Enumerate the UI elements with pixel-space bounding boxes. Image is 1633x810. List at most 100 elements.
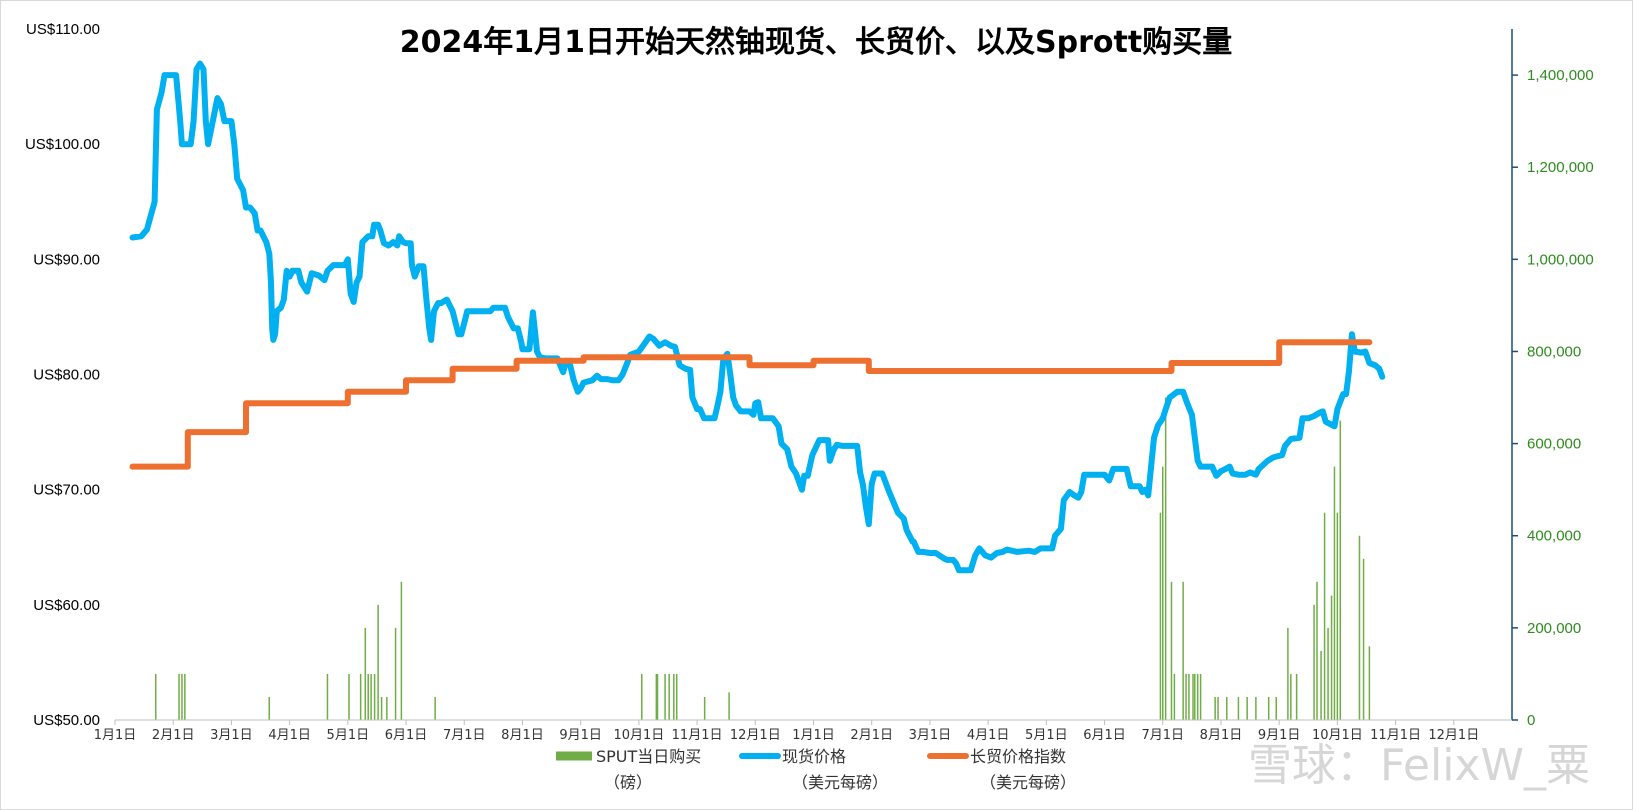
x-tick-label: 5月1日 (1025, 728, 1068, 743)
sput-purchase-bar (1164, 397, 1167, 720)
x-tick-label: 3月1日 (909, 728, 952, 743)
sput-purchase-bar (1327, 627, 1329, 720)
sput-purchase-bar (1246, 696, 1248, 720)
sput-purchase-bar (364, 627, 367, 720)
sput-purchase-bar (1173, 673, 1176, 720)
x-tick-label: 6月1日 (385, 728, 428, 743)
sput-purchase-bar (367, 673, 369, 720)
x-tick-label: 12月1日 (1428, 728, 1479, 743)
legend: SPUT当日购买 （磅） 现货价格 （美元每磅） 长贸价格指数 （美元每磅） (556, 747, 1076, 792)
sput-purchase-bar (703, 696, 706, 720)
sput-purchase-bar (1339, 420, 1342, 720)
sput-purchase-bar (656, 673, 659, 720)
x-tick-label: 7月1日 (443, 728, 486, 743)
x-tick-label: 2月1日 (152, 728, 195, 743)
x-tick-label: 11月1日 (672, 728, 723, 743)
y-left-tick-label: US$80.00 (33, 367, 100, 384)
x-tick-label: 10月1日 (613, 728, 664, 743)
x-tick-label: 1月1日 (792, 728, 835, 743)
sput-purchase-bar (178, 673, 180, 720)
y-left-tick-label: US$100.00 (25, 136, 100, 153)
watermark-text: 雪球：FelixW_粟 (1248, 740, 1590, 791)
x-tick-label: 9月1日 (559, 728, 602, 743)
sput-purchase-bar (1170, 581, 1173, 720)
sput-purchase-bar (1185, 673, 1187, 720)
sput-purchase-bar (370, 673, 372, 720)
sput-purchase-bar (377, 604, 379, 720)
sput-purchase-bar (268, 696, 271, 720)
sput-purchase-bar (655, 673, 658, 720)
sput-purchase-bar (1237, 696, 1240, 720)
x-tick-label: 9月1日 (1258, 728, 1301, 743)
x-tick-label: 6月1日 (1083, 728, 1126, 743)
sput-purchase-bar (673, 673, 675, 720)
sput-purchase-bar (664, 673, 666, 720)
sput-purchase-bar (1287, 627, 1289, 720)
sput-purchase-bar (1320, 650, 1322, 720)
axes-layer: US$50.00 US$60.00 US$70.00 US$80.00 US$90.00… (25, 21, 1594, 743)
sput-purchase-bar (1267, 696, 1270, 720)
y-right-tick-label: 1,400,000 (1527, 67, 1594, 84)
x-tick-label: 8月1日 (501, 728, 544, 743)
sput-purchase-bar (181, 673, 183, 720)
sput-purchase-bar (154, 673, 157, 720)
line-layer (129, 60, 1386, 574)
sput-purchase-bar (1182, 581, 1184, 720)
sput-purchase-bar (1313, 604, 1315, 720)
x-tick-label: 1月1日 (94, 728, 137, 743)
sput-purchase-bar (1194, 673, 1196, 720)
x-tick-label: 4月1日 (268, 728, 311, 743)
sput-purchase-bar (1162, 466, 1164, 720)
x-tick-label: 4月1日 (967, 728, 1010, 743)
x-tick-label: 8月1日 (1200, 728, 1243, 743)
sput-purchase-bar (1362, 558, 1365, 720)
y-left-tick-label: US$70.00 (33, 482, 100, 499)
legend-unit: （美元每磅） (792, 773, 888, 792)
sput-purchase-bar (1217, 696, 1219, 720)
spot-price-line (129, 60, 1386, 574)
sput-purchase-bar (400, 581, 403, 720)
legend-label: 现货价格 (782, 747, 846, 766)
sput-purchase-bar (675, 673, 678, 720)
sput-purchase-bar (641, 673, 643, 720)
sput-purchase-bar (1188, 673, 1190, 720)
sput-purchase-bar (184, 673, 186, 720)
y-left-tick-label: US$90.00 (33, 251, 100, 268)
term-price-line (129, 339, 1373, 470)
sput-purchase-bar (1295, 673, 1298, 720)
sput-purchase-bar (1330, 595, 1333, 720)
sput-purchase-bar (1368, 646, 1371, 720)
sput-purchase-bar (728, 692, 730, 720)
sput-purchase-bar (1323, 512, 1326, 720)
y-left-tick-label: US$50.00 (33, 712, 100, 729)
sput-purchase-bar (394, 627, 397, 720)
sput-purchase-bar (1255, 696, 1257, 720)
y-left-tick-label: US$110.00 (26, 21, 100, 38)
sput-purchase-bar (348, 673, 350, 720)
sput-purchase-bar (1336, 512, 1339, 720)
sput-purchase-bar (1226, 696, 1228, 720)
sput-purchase-bar (1199, 673, 1202, 720)
x-tick-label: 2月1日 (850, 728, 893, 743)
bar-layer (154, 397, 1371, 720)
y-right-tick-label: 600,000 (1527, 436, 1581, 453)
legend-unit: （磅） (604, 773, 652, 792)
sput-purchase-bar (326, 673, 329, 720)
legend-unit: （美元每磅） (980, 773, 1076, 792)
legend-label: 长贸价格指数 (970, 747, 1066, 766)
sput-purchase-bar (1316, 581, 1318, 720)
sput-purchase-bar (1214, 696, 1216, 720)
x-tick-label: 10月1日 (1312, 728, 1363, 743)
x-tick-label: 11月1日 (1370, 728, 1421, 743)
sput-purchase-bar (1358, 535, 1361, 720)
sput-purchase-bar (668, 673, 670, 720)
x-tick-label: 7月1日 (1141, 728, 1184, 743)
y-right-tick-label: 0 (1527, 712, 1535, 729)
sput-purchase-bar (1333, 466, 1336, 720)
x-tick-label: 3月1日 (210, 728, 253, 743)
x-tick-label: 12月1日 (730, 728, 781, 743)
legend-label: SPUT当日购买 (596, 747, 701, 766)
sput-purchase-bar (1196, 673, 1199, 720)
sput-purchase-bar (1275, 696, 1278, 720)
